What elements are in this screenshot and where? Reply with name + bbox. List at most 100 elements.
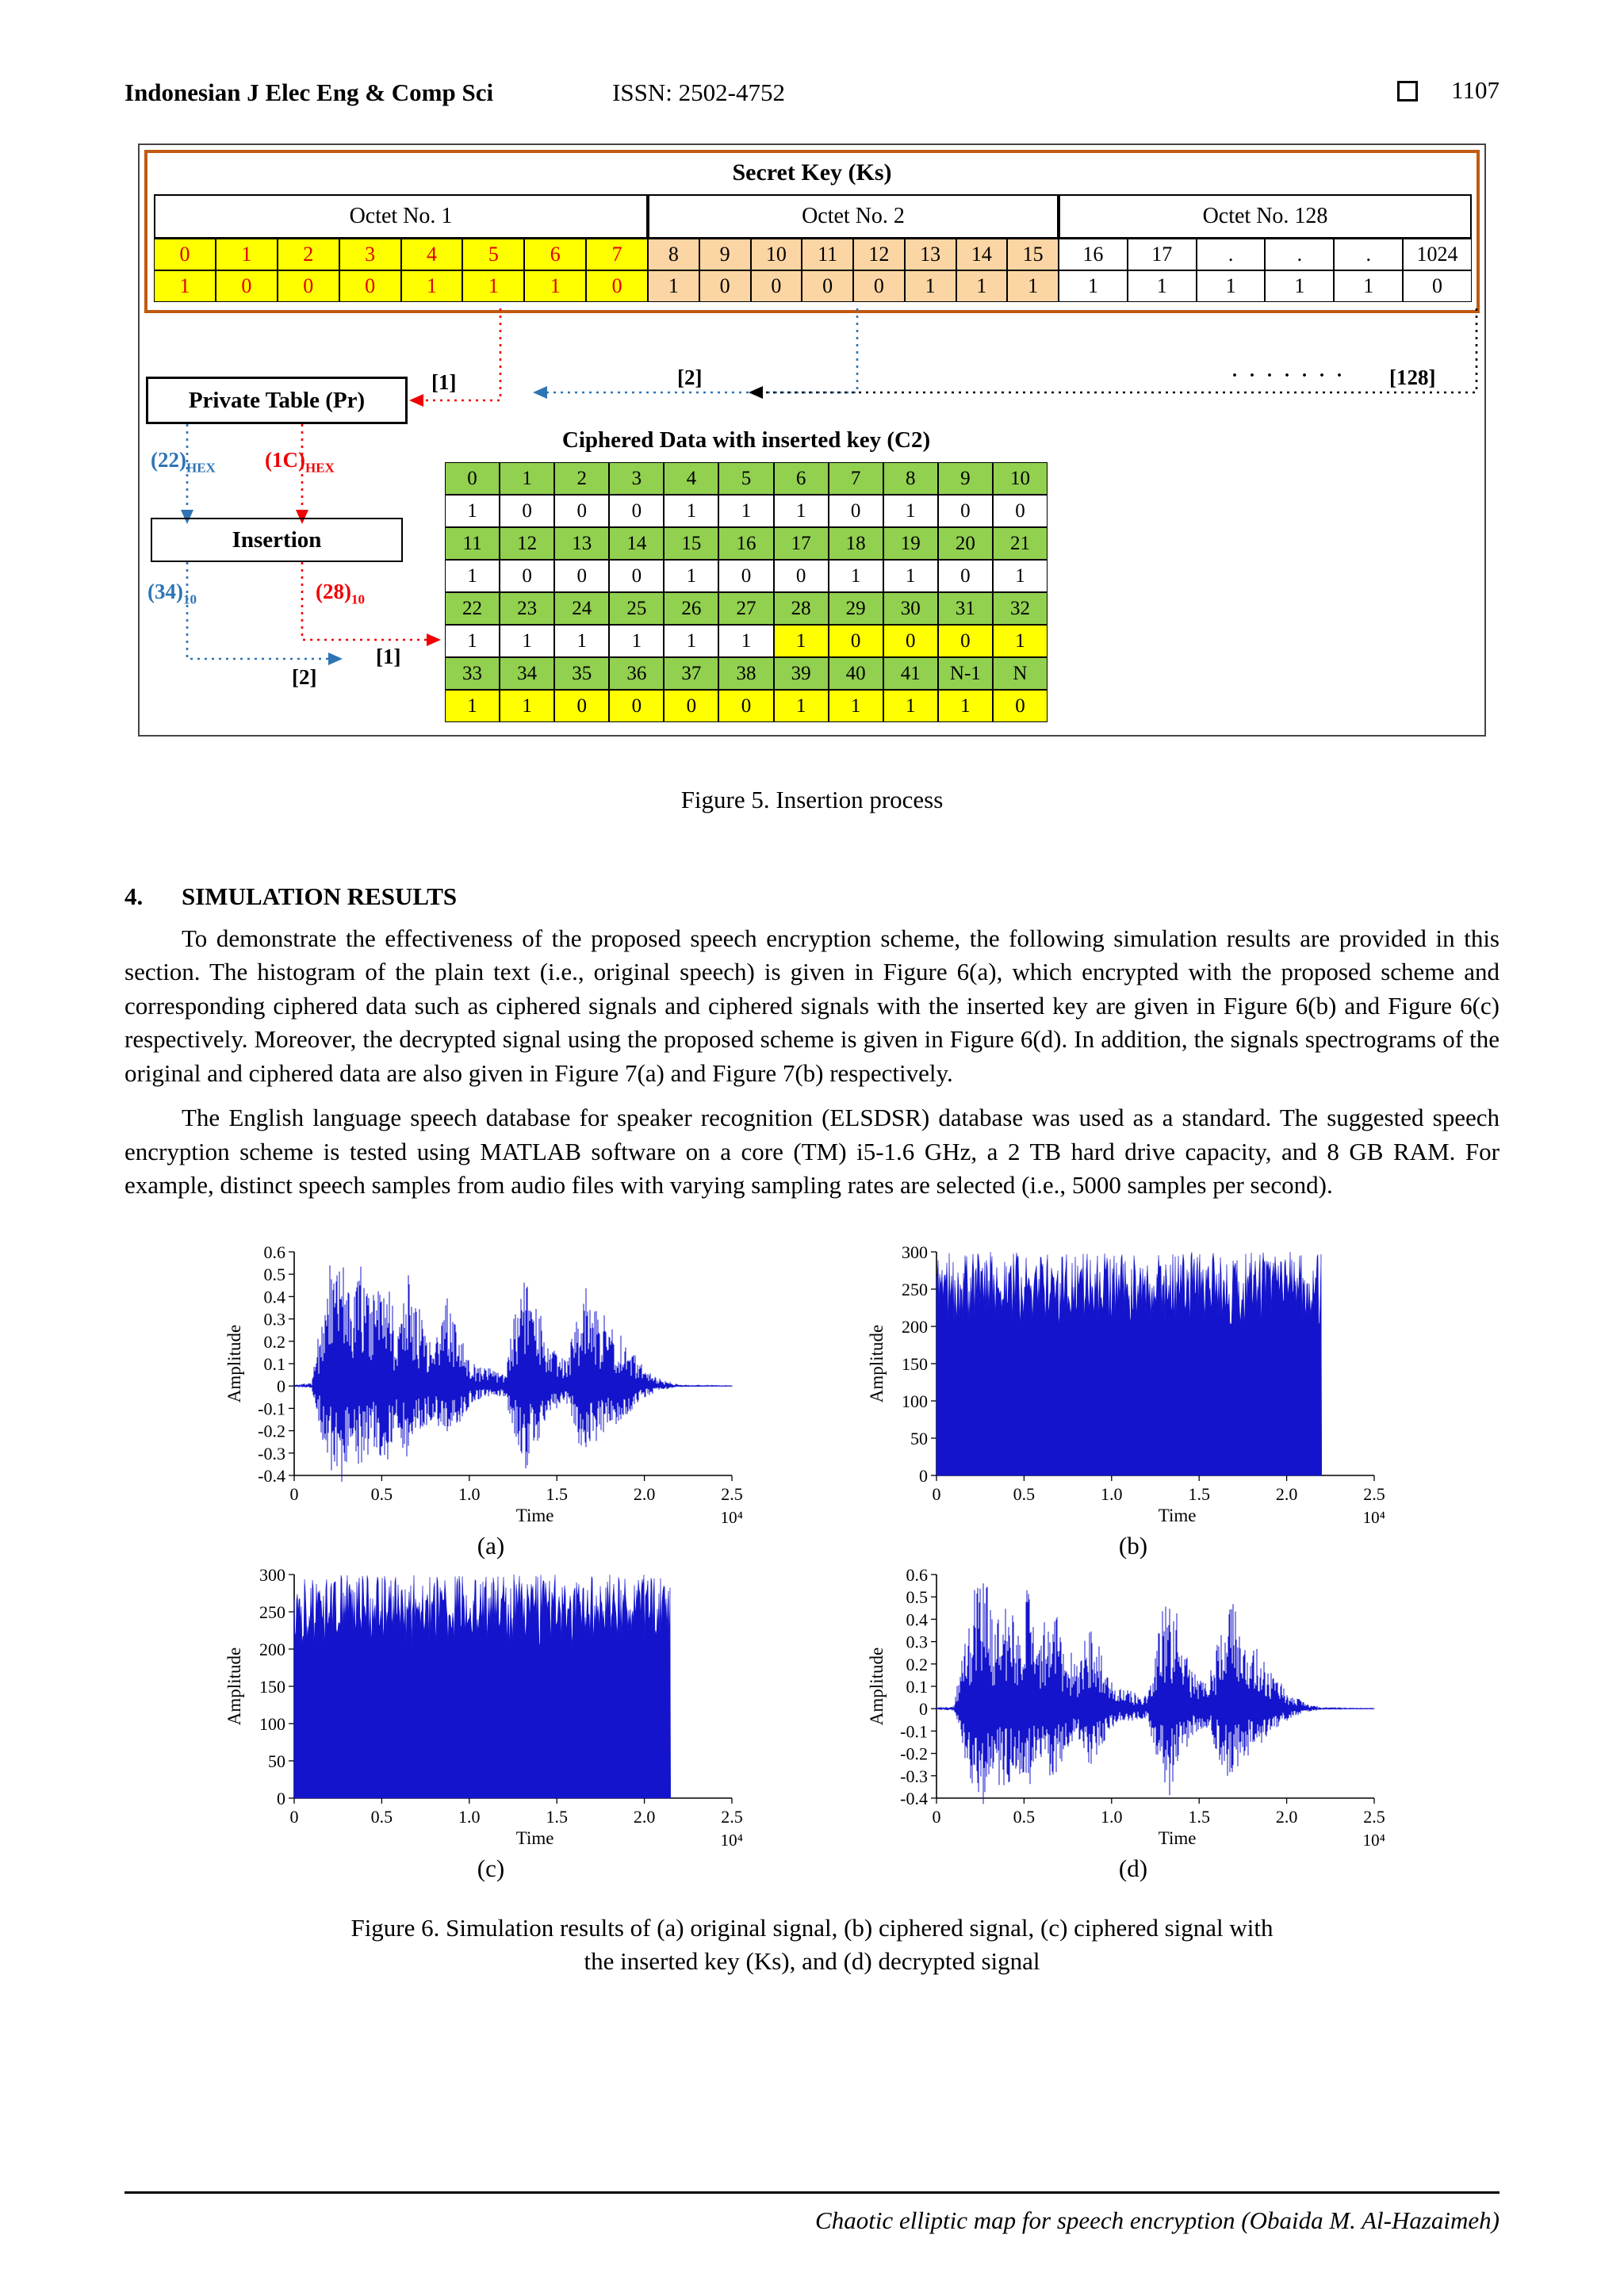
octet-1-header: Octet No. 1	[154, 194, 648, 239]
ciphered-index-cell: 3	[609, 462, 665, 495]
ciphered-index-cell: 19	[883, 527, 938, 560]
svg-text:1.5: 1.5	[546, 1807, 568, 1827]
ciphered-bit-cell: 0	[937, 560, 993, 592]
label-dots: . . . . . . .	[1232, 361, 1346, 381]
key-index-cell: 0	[154, 239, 216, 270]
ciphered-bit-cell: 1	[773, 495, 829, 527]
svg-text:0.6: 0.6	[264, 1242, 286, 1262]
svg-text:0.5: 0.5	[1013, 1484, 1036, 1504]
key-index-cell: .	[1265, 239, 1335, 270]
ciphered-index-cell: 31	[937, 592, 993, 625]
ciphered-bit-cell: 0	[773, 560, 829, 592]
label-bottom-1: [1]	[376, 645, 401, 668]
svg-text:Time: Time	[516, 1506, 554, 1525]
label-34-dec: (34)10	[147, 580, 197, 607]
key-index-cell: 5	[462, 239, 525, 270]
label-bottom-2: [2]	[292, 665, 317, 689]
svg-text:-0.1: -0.1	[900, 1721, 928, 1741]
label-1c-hex: (1C)HEX	[265, 448, 335, 476]
svg-text:1.5: 1.5	[546, 1484, 568, 1504]
plot-original-signal: 0.60.50.40.30.20.10-0.1-0.2-0.3-0.40 0.5 1…	[224, 1242, 743, 1527]
key-index-cell: 16	[1059, 239, 1128, 270]
section4-paragraph-2: The English language speech database for…	[124, 1104, 1500, 1200]
label-22-hex: (22)HEX	[151, 448, 216, 476]
figure6-plot-d: 0.6 0.5 0.4 0.3 0.2 0.1 0 -0.1 -0.2 -0.3 -0.4 0 0.5 1…	[856, 1563, 1411, 1883]
svg-text:0.6: 0.6	[906, 1565, 929, 1585]
svg-text:0.1: 0.1	[906, 1677, 929, 1697]
plot-d-label: (d)	[1118, 1854, 1148, 1882]
key-bit-cell: 1	[154, 270, 216, 302]
ciphered-index-cell: 41	[883, 657, 938, 690]
key-index-cell: 11	[802, 239, 853, 270]
key-bit-cell: 1	[1265, 270, 1335, 302]
figure5-diagram: Secret Key (Ks) Octet No. 1 Octet No. 2 …	[138, 144, 1486, 737]
ciphered-bit-cell: 1	[500, 625, 555, 657]
ciphered-bit-cell: 1	[445, 560, 500, 592]
label-arrow-128: [128]	[1389, 365, 1436, 389]
svg-text:0.4: 0.4	[264, 1287, 286, 1307]
svg-text:10⁴: 10⁴	[721, 1831, 743, 1850]
ciphered-bit-cell: 0	[718, 690, 774, 722]
ciphered-bit-cell: 1	[664, 625, 719, 657]
key-bit-cell: 1	[648, 270, 699, 302]
svg-text:200: 200	[259, 1640, 285, 1659]
octet-128-header: Octet No. 128	[1059, 194, 1472, 239]
svg-text:-0.3: -0.3	[258, 1444, 285, 1464]
arrow-34-path	[186, 562, 330, 660]
ciphered-index-cell: 4	[664, 462, 719, 495]
arrow-128-path	[761, 308, 1478, 394]
svg-text:0: 0	[919, 1699, 928, 1719]
svg-text:-0.3: -0.3	[900, 1766, 928, 1786]
key-bit-cell: 1	[1007, 270, 1059, 302]
ciphered-bit-cell: 1	[554, 625, 610, 657]
ciphered-index-cell: 39	[773, 657, 829, 690]
svg-text:Amplitude: Amplitude	[224, 1325, 244, 1402]
svg-text:Time: Time	[1159, 1828, 1197, 1848]
ciphered-bit-cell: 1	[992, 560, 1048, 592]
key-bit-cell: 0	[802, 270, 853, 302]
ciphered-index-cell: 32	[992, 592, 1048, 625]
plot-ciphered-signal-with-inserted-key: 0 50 100 150 200 250 300 0 0.5 1.0 1.5 2.0 2.5 Amplit…	[224, 1565, 743, 1850]
key-bit-cell: 1	[400, 270, 463, 302]
ciphered-index-cell: 9	[937, 462, 993, 495]
label-arrow-2: [2]	[677, 365, 703, 389]
svg-text:2.0: 2.0	[634, 1807, 656, 1827]
key-index-cell: 1024	[1403, 239, 1472, 270]
key-index-cell: 14	[956, 239, 1008, 270]
ciphered-index-cell: 29	[828, 592, 883, 625]
svg-text:0.3: 0.3	[906, 1632, 929, 1651]
private-table-box: Private Table (Pr)	[146, 377, 408, 424]
ciphered-index-cell: 14	[609, 527, 665, 560]
svg-text:0: 0	[919, 1466, 928, 1486]
ciphered-bit-cell: 0	[937, 495, 993, 527]
ciphered-table-title: Ciphered Data with inserted key (C2)	[561, 427, 931, 453]
svg-text:0: 0	[277, 1789, 285, 1808]
figure5-caption: Figure 5. Insertion process	[680, 786, 944, 813]
key-bit-cell: 1	[1334, 270, 1404, 302]
section-title: SIMULATION RESULTS	[182, 882, 458, 910]
plot-d-canvas: 0.6 0.5 0.4 0.3 0.2 0.1 0 -0.1 -0.2 -0.3 -0.4 0 0.5 1…	[864, 1563, 1403, 1854]
figure6-caption: Figure 6. Simulation results of (a) orig…	[350, 1913, 1274, 1975]
section-number: 4.	[124, 882, 144, 910]
svg-text:10⁴: 10⁴	[1363, 1831, 1385, 1850]
svg-text:-0.2: -0.2	[900, 1743, 928, 1763]
ciphered-bit-cell: 1	[664, 560, 719, 592]
key-bit-cell: 0	[750, 270, 802, 302]
svg-text:-0.4: -0.4	[258, 1466, 285, 1486]
ciphered-index-cell: 23	[500, 592, 555, 625]
svg-text:2.5: 2.5	[721, 1807, 743, 1827]
key-index-cell: 4	[400, 239, 463, 270]
ciphered-bit-cell: 0	[609, 690, 665, 722]
key-index-cell: 2	[277, 239, 339, 270]
label-28-dec: (28)10	[316, 580, 365, 607]
ciphered-index-cell: 37	[664, 657, 719, 690]
ciphered-bit-cell: 0	[828, 625, 883, 657]
ciphered-bit-cell: 0	[883, 625, 938, 657]
plot-b-canvas: 0 50 100 150 200 250 300 0 0.5 1.0 1.5 2.0 2.5 Amplit…	[864, 1241, 1403, 1532]
svg-text:Amplitude: Amplitude	[224, 1647, 244, 1725]
ciphered-bit-cell: 0	[937, 625, 993, 657]
svg-text:0: 0	[277, 1376, 285, 1396]
svg-text:-0.2: -0.2	[258, 1421, 285, 1441]
svg-text:10⁴: 10⁴	[1363, 1508, 1385, 1527]
